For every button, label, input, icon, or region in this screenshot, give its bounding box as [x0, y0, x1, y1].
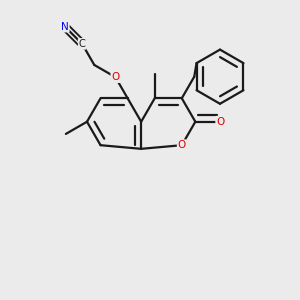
Text: C: C: [79, 39, 86, 49]
Text: N: N: [61, 22, 69, 32]
Text: O: O: [216, 117, 224, 127]
Text: O: O: [178, 140, 186, 150]
Text: O: O: [111, 72, 120, 82]
